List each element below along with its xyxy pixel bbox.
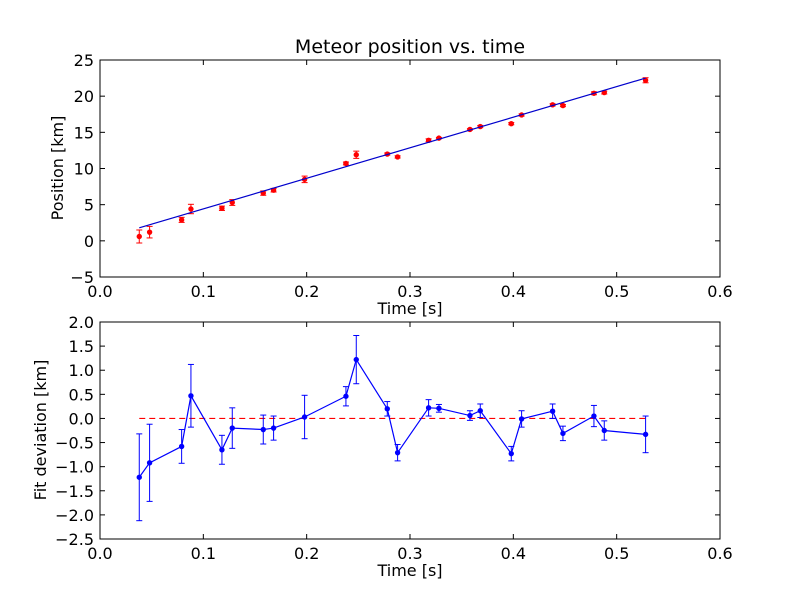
y-axis-ticks: −2.5 −2.0 −1.5 −1.0 −0.5 0.0 0.5 1.0 1.5 2.0: [55, 313, 720, 549]
x-tick-label: 0.1: [191, 282, 216, 301]
data-point: [353, 152, 359, 158]
data-point: [467, 412, 473, 419]
data-point: [591, 413, 597, 419]
data-point: [178, 443, 185, 450]
y-tick-label: 20: [74, 87, 94, 106]
x-tick-label: 0.0: [87, 544, 112, 563]
data-point: [508, 450, 514, 457]
data-marks: [136, 335, 649, 522]
x-axis-ticks: 0.0 0.1 0.2 0.3 0.4 0.5 0.6: [87, 322, 733, 563]
x-axis-label: Time [s]: [376, 561, 442, 580]
y-tick-label: −2.5: [55, 530, 94, 549]
x-axis-ticks: 0.0 0.1 0.2 0.3 0.4 0.5 0.6: [87, 60, 733, 301]
data-point: [136, 233, 142, 240]
data-point: [394, 154, 401, 160]
position-chart: Meteor position vs. time −5 0 5 10 15 20 25 0.…: [48, 36, 733, 318]
data-point: [642, 77, 649, 83]
data-point: [384, 406, 390, 412]
data-point: [146, 229, 153, 235]
data-point: [560, 102, 566, 109]
y-tick-label: 1.0: [69, 361, 94, 380]
y-tick-label: 25: [74, 51, 94, 70]
x-axis-label: Time [s]: [376, 299, 442, 318]
data-point: [219, 447, 225, 453]
data-point: [642, 431, 649, 438]
y-tick-label: 0.5: [69, 385, 94, 404]
data-point: [270, 425, 277, 431]
data-point: [508, 120, 514, 127]
data-point: [301, 414, 308, 420]
x-tick-label: 0.3: [397, 282, 422, 301]
plot-area: [99, 59, 721, 278]
deviation-line: [138, 358, 646, 478]
y-tick-label: 0: [84, 232, 94, 251]
y-tick-label: −2.0: [55, 506, 94, 525]
data-point: [549, 408, 556, 414]
data-point: [343, 393, 349, 399]
y-axis-label: Position [km]: [48, 116, 67, 221]
data-marks: [136, 77, 649, 244]
data-point: [425, 405, 432, 411]
y-tick-label: −5: [70, 268, 94, 287]
x-tick-label: 0.6: [707, 544, 732, 563]
y-tick-label: 5: [84, 196, 94, 215]
fit-line: [139, 77, 646, 229]
data-point: [353, 356, 359, 363]
deviation-chart: −2.5−2.0−1.5−1.0−0.50.00.51.01.52.0 0.0 0…: [31, 313, 733, 580]
x-tick-label: 0.2: [294, 282, 319, 301]
data-point: [188, 206, 194, 212]
data-point: [178, 217, 185, 223]
data-point: [188, 393, 194, 399]
data-point: [146, 460, 153, 466]
data-point: [601, 427, 607, 434]
plot-area: [99, 321, 721, 540]
y-tick-label: 15: [74, 123, 94, 142]
x-tick-label: 0.6: [707, 282, 732, 301]
data-point: [518, 416, 525, 422]
y-axis-ticks: −5 0 5 10 15 20 25: [70, 51, 720, 287]
x-tick-label: 0.2: [294, 544, 319, 563]
y-tick-label: −0.5: [55, 434, 94, 453]
data-point: [343, 160, 349, 167]
x-tick-label: 0.5: [604, 282, 629, 301]
data-point: [477, 408, 483, 414]
x-tick-label: 0.4: [501, 282, 526, 301]
x-tick-label: 0.0: [87, 282, 112, 301]
y-tick-label: 1.5: [69, 337, 94, 356]
y-tick-label: 0.0: [69, 409, 94, 428]
data-point: [229, 425, 235, 431]
data-point: [219, 205, 225, 211]
data-point: [560, 430, 566, 437]
x-tick-label: 0.5: [604, 544, 629, 563]
x-tick-label: 0.4: [501, 544, 526, 563]
y-tick-label: −1.5: [55, 482, 94, 501]
data-point: [436, 405, 442, 412]
data-point: [260, 426, 266, 433]
y-tick-label: 10: [74, 160, 94, 179]
chart-title: Meteor position vs. time: [295, 36, 525, 58]
y-axis-label: Fit deviation [km]: [31, 360, 50, 501]
data-point: [136, 474, 142, 480]
x-tick-label: 0.1: [191, 544, 216, 563]
data-point: [394, 449, 401, 456]
y-tick-label: −1.0: [55, 458, 94, 477]
y-tick-label: 2.0: [69, 313, 94, 332]
x-tick-label: 0.3: [397, 544, 422, 563]
